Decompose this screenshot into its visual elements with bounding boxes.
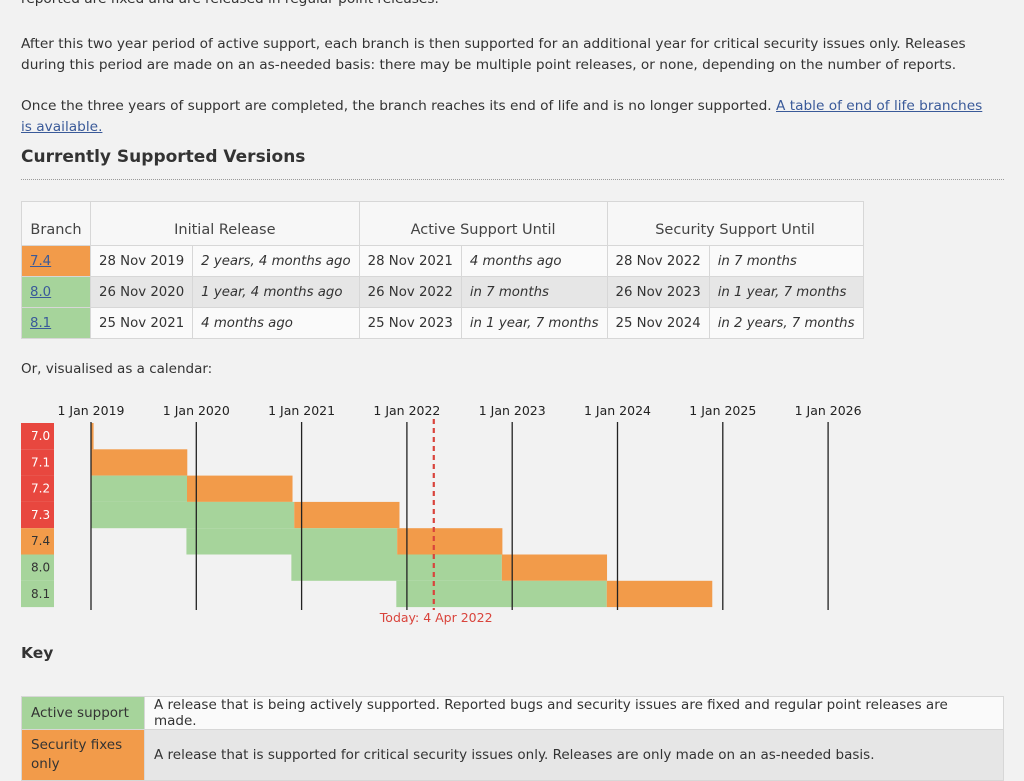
year-label: 1 Jan 2023 <box>479 403 546 418</box>
table-header-row: Branch Initial Release Active Support Un… <box>21 201 864 246</box>
intro-fragment: reported are fixed and are released in r… <box>21 0 996 10</box>
year-label: 1 Jan 2021 <box>268 403 335 418</box>
header-active-support: Active Support Until <box>358 201 608 246</box>
branch-link[interactable]: 8.0 <box>30 284 52 300</box>
section-title: Currently Supported Versions <box>21 147 306 167</box>
key-table: Active support A release that is being a… <box>21 696 1004 781</box>
active-support-bar <box>396 580 607 608</box>
security-date: 28 Nov 2022 <box>606 245 710 277</box>
branch-label: 8.1 <box>31 587 50 601</box>
key-active-desc: A release that is being actively support… <box>144 696 1004 730</box>
branch-cell: 7.4 <box>21 245 91 277</box>
security-support-bar <box>187 475 293 502</box>
security-relative: in 7 months <box>708 245 864 277</box>
security-relative: in 1 year, 7 months <box>708 276 864 308</box>
initial-date: 25 Nov 2021 <box>89 307 194 339</box>
supported-versions-table: Branch Initial Release Active Support Un… <box>21 201 864 339</box>
security-support-bar <box>91 423 94 450</box>
initial-relative: 1 year, 4 months ago <box>192 276 360 308</box>
header-security-support: Security Support Until <box>606 201 864 246</box>
branch-label-bg <box>21 528 54 555</box>
security-relative: in 2 years, 7 months <box>708 307 864 339</box>
branch-label: 7.0 <box>31 429 50 443</box>
year-label: 1 Jan 2025 <box>689 403 756 418</box>
key-security-desc: A release that is supported for critical… <box>144 729 1004 781</box>
branch-label: 8.0 <box>31 561 50 575</box>
security-support-bar <box>606 580 713 608</box>
branch-link[interactable]: 7.4 <box>30 253 52 269</box>
key-active-label: Active support <box>21 696 145 730</box>
active-relative: in 7 months <box>460 276 608 308</box>
branch-label: 7.2 <box>31 482 50 496</box>
table-row: 8.1 25 Nov 2021 4 months ago 25 Nov 2023… <box>21 307 864 339</box>
key-row-active: Active support A release that is being a… <box>21 696 1004 730</box>
calendar-intro: Or, visualised as a calendar: <box>21 361 213 377</box>
branch-label-bg <box>21 501 54 529</box>
branch-cell: 8.0 <box>21 276 91 308</box>
security-support-bar <box>91 449 188 476</box>
year-label: 1 Jan 2019 <box>58 403 125 418</box>
table-row: 7.4 28 Nov 2019 2 years, 4 months ago 28… <box>21 245 864 277</box>
active-date: 26 Nov 2022 <box>358 276 462 308</box>
support-calendar: 7.0 7.1 7.2 7.3 7.4 8.0 8.1 1 Jan 2019 1 Jan 202… <box>21 403 862 610</box>
branch-label: 7.4 <box>31 534 50 548</box>
active-date: 25 Nov 2023 <box>358 307 462 339</box>
branch-label: 7.1 <box>31 455 50 469</box>
active-support-bar <box>186 528 398 555</box>
branch-label-bg <box>21 580 54 608</box>
active-support-bar <box>91 475 188 502</box>
active-relative: 4 months ago <box>460 245 608 277</box>
eol-table-link[interactable]: A table of end of life branches is avail… <box>21 98 983 135</box>
key-title: Key <box>21 644 54 662</box>
year-label: 1 Jan 2026 <box>795 403 862 418</box>
initial-relative: 2 years, 4 months ago <box>192 245 360 277</box>
year-label: 1 Jan 2020 <box>163 403 230 418</box>
branch-label: 7.3 <box>31 508 50 522</box>
initial-relative: 4 months ago <box>192 307 360 339</box>
year-label: 1 Jan 2022 <box>373 403 440 418</box>
branch-link[interactable]: 8.1 <box>30 315 52 331</box>
branch-label-bg <box>21 475 54 502</box>
branch-label-bg <box>21 423 54 450</box>
header-initial-release: Initial Release <box>90 201 360 246</box>
key-security-label: Security fixes only <box>21 729 145 781</box>
active-relative: in 1 year, 7 months <box>460 307 608 339</box>
security-date: 26 Nov 2023 <box>606 276 710 308</box>
key-row-security: Security fixes only A release that is su… <box>21 729 1004 781</box>
section-divider <box>21 179 1004 180</box>
active-date: 28 Nov 2021 <box>358 245 462 277</box>
table-row: 8.0 26 Nov 2020 1 year, 4 months ago 26 … <box>21 276 864 308</box>
active-support-bar <box>291 554 502 581</box>
security-support-bar <box>501 554 608 581</box>
branch-cell: 8.1 <box>21 307 91 339</box>
initial-date: 26 Nov 2020 <box>89 276 194 308</box>
header-branch: Branch <box>21 201 91 246</box>
security-support-bar <box>397 528 503 555</box>
today-label: Today: 4 Apr 2022 <box>379 610 493 625</box>
eol-paragraph: Once the three years of support are comp… <box>21 96 996 137</box>
security-support-bar <box>294 501 400 529</box>
support-paragraph: After this two year period of active sup… <box>21 36 966 73</box>
year-label: 1 Jan 2024 <box>584 403 651 418</box>
initial-date: 28 Nov 2019 <box>89 245 194 277</box>
security-date: 25 Nov 2024 <box>606 307 710 339</box>
branch-label-bg <box>21 554 54 581</box>
active-support-bar <box>91 501 295 529</box>
eol-paragraph-text: Once the three years of support are comp… <box>21 98 772 114</box>
branch-label-bg <box>21 449 54 476</box>
